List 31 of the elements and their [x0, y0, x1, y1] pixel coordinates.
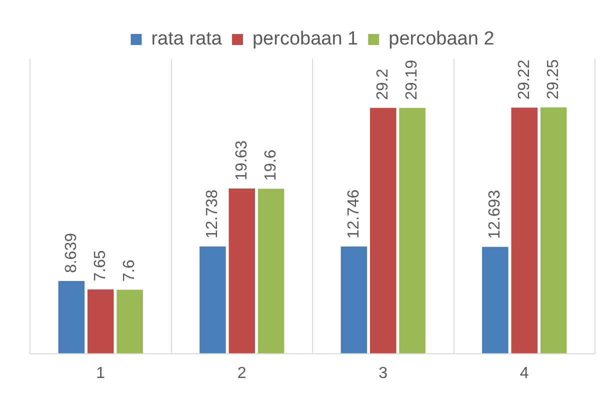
data-label: 8.639: [62, 232, 80, 274]
bar: [399, 108, 426, 354]
data-label: 29.25: [544, 59, 562, 100]
bar: [200, 246, 226, 354]
x-tick-label: 3: [378, 364, 388, 382]
x-tick-label: 1: [96, 364, 106, 382]
data-label: 19.6: [262, 149, 280, 181]
legend-label: percobaan 1: [252, 28, 358, 50]
bar: [228, 188, 256, 354]
data-label: 29.19: [404, 60, 421, 100]
data-label: 12.693: [486, 190, 504, 239]
data-label: 12.746: [345, 189, 362, 238]
data-label: 29.22: [516, 60, 533, 100]
x-tick-label: 2: [237, 364, 246, 382]
bar: [258, 188, 284, 354]
bar: [482, 246, 508, 354]
bar: [340, 246, 368, 354]
legend-label: rata rata: [151, 28, 222, 50]
data-label: 7.6: [121, 259, 138, 282]
bar: [540, 107, 567, 354]
data-label: 29.2: [374, 68, 392, 100]
data-label: 12.738: [204, 189, 222, 239]
data-label: 19.63: [233, 140, 250, 180]
legend-label: percobaan 2: [388, 28, 494, 50]
bar: [116, 290, 143, 354]
bar: [58, 281, 85, 354]
x-tick-label: 4: [520, 364, 529, 382]
bar: [87, 289, 114, 354]
data-label: 7.65: [92, 250, 110, 282]
bar: [370, 108, 396, 354]
bar: [511, 108, 538, 354]
